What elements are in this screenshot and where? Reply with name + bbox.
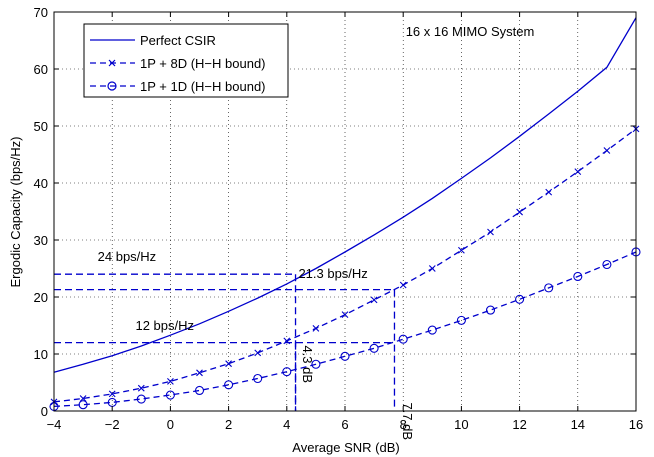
- data-point-x: [516, 208, 523, 216]
- legend-marker-x: [108, 59, 116, 67]
- y-tick-label: 20: [34, 290, 48, 305]
- data-point-x: [108, 390, 116, 398]
- legend-marker-circle: [107, 81, 117, 91]
- x-tick-label: 2: [225, 417, 232, 432]
- data-point-x: [399, 281, 407, 289]
- annotation-label: 4.3 dB: [300, 345, 315, 383]
- chart-title: 16 x 16 MIMO System: [406, 24, 535, 39]
- data-point-circle: [544, 283, 554, 293]
- data-point-x: [167, 377, 174, 385]
- x-tick-label: 16: [629, 417, 643, 432]
- x-tick-label: 0: [167, 417, 174, 432]
- data-point-x: [341, 311, 349, 319]
- data-point-x: [487, 228, 494, 236]
- grid-layer: [54, 12, 636, 411]
- data-point-circle: [253, 373, 263, 384]
- series-line: [53, 17, 637, 373]
- x-tick-label: −2: [105, 417, 120, 432]
- data-point-circle: [485, 305, 496, 315]
- data-point-circle: [78, 400, 88, 410]
- y-tick-label: 60: [34, 62, 48, 77]
- data-point-circle: [340, 351, 350, 361]
- y-tick-label: 50: [34, 119, 48, 134]
- data-point-circle: [456, 315, 466, 325]
- x-tick-label: −4: [47, 417, 62, 432]
- series-layer: [49, 17, 641, 411]
- series-line: [53, 251, 637, 408]
- x-axis-title: Average SNR (dB): [292, 440, 399, 455]
- data-point-circle: [282, 367, 292, 377]
- legend-label-1p1d: 1P + 1D (H−H bound): [140, 79, 266, 94]
- series-1: [53, 17, 637, 373]
- x-tick-label: 8: [400, 417, 407, 432]
- y-tick-label: 30: [34, 233, 48, 248]
- legend-label-perfect-csir: Perfect CSIR: [140, 33, 216, 48]
- data-point-x: [312, 324, 320, 332]
- y-tick-label: 70: [34, 5, 48, 20]
- data-point-circle: [398, 334, 408, 344]
- y-axis-title: Ergodic Capacity (bps/Hz): [8, 137, 23, 288]
- data-point-circle: [311, 359, 321, 369]
- data-point-x: [225, 360, 232, 368]
- x-tick-label: 6: [341, 417, 348, 432]
- data-point-circle: [427, 325, 437, 335]
- x-tick-label: 14: [571, 417, 585, 432]
- data-point-circle: [194, 385, 205, 396]
- data-point-x: [79, 395, 87, 402]
- data-point-circle: [515, 294, 525, 304]
- data-point-x: [196, 369, 203, 377]
- annotation-layer: 24 bps/Hz 21.3 bps/Hz 12 bps/Hz 4.3 dB 7.7 d…: [98, 249, 416, 440]
- annotation-label: 21.3 bps/Hz: [298, 266, 367, 281]
- data-point-x: [574, 168, 582, 175]
- data-point-circle: [573, 271, 583, 282]
- tick-layer: −4 −2 0 2 4 6 8 10 12 14 16 0 10 20 30 40 50 60 70: [34, 5, 644, 432]
- x-tick-label: 4: [283, 417, 290, 432]
- data-point-x: [545, 188, 553, 196]
- data-point-x: [283, 337, 291, 345]
- data-point-circle: [165, 390, 175, 400]
- x-tick-label: 10: [454, 417, 468, 432]
- data-point-circle: [224, 380, 234, 390]
- legend-label-1p8d: 1P + 8D (H−H bound): [140, 56, 266, 71]
- y-tick-label: 10: [34, 347, 48, 362]
- data-point-x: [603, 147, 611, 154]
- y-tick-label: 40: [34, 176, 48, 191]
- legend-box: [83, 23, 289, 98]
- data-point-x: [458, 246, 465, 254]
- x-tick-label: 12: [512, 417, 526, 432]
- annotation-label: 24 bps/Hz: [98, 249, 157, 264]
- reference-lines: [54, 273, 396, 411]
- data-point-x: [370, 296, 378, 304]
- annotation-label: 12 bps/Hz: [135, 318, 194, 333]
- series-2: [50, 125, 640, 406]
- y-tick-label: 0: [41, 404, 48, 419]
- annotation-label: 7.7 dB: [400, 402, 415, 440]
- data-point-x: [137, 384, 145, 392]
- data-point-x: [428, 265, 436, 272]
- data-point-circle: [369, 343, 379, 353]
- legend: Perfect CSIR 1P + 8D (H−H bound) 1P + 1D…: [83, 23, 289, 98]
- data-point-x: [254, 349, 262, 357]
- data-point-circle: [602, 259, 612, 270]
- data-point-circle: [136, 394, 146, 404]
